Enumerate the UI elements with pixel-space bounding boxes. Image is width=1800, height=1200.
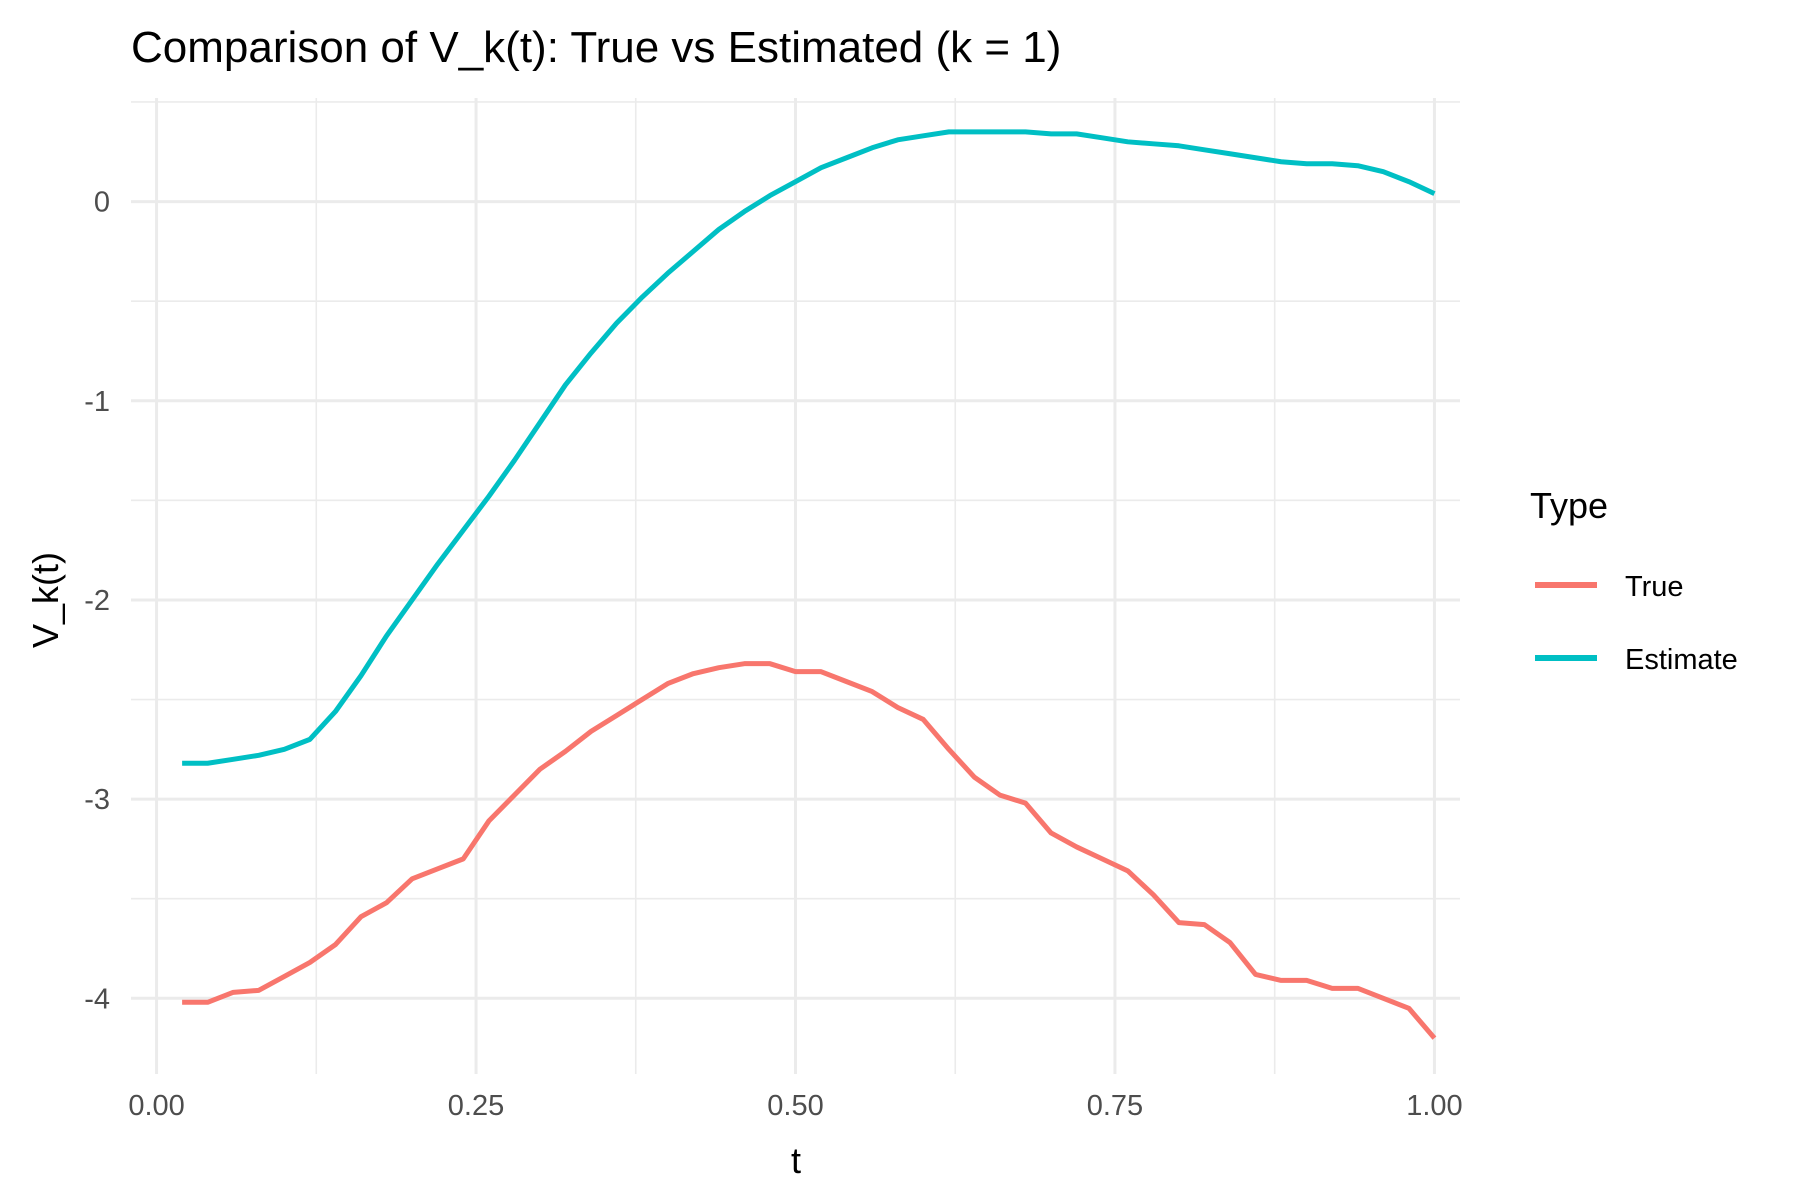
y-axis-label: V_k(t) — [25, 552, 66, 648]
legend: Type True Estimate — [1530, 485, 1738, 676]
legend-label-true: True — [1625, 571, 1684, 603]
x-tick-label: 1.00 — [1406, 1090, 1462, 1122]
x-tick-label: 0.50 — [767, 1090, 823, 1122]
x-tick-label: 0.00 — [128, 1090, 184, 1122]
y-tick-labels: -4 -3 -2 -1 0 — [84, 187, 110, 1016]
y-tick-label: -3 — [84, 784, 110, 816]
x-axis-label: t — [791, 1140, 801, 1181]
major-gridlines — [131, 98, 1460, 1074]
series-line-true — [182, 661, 1437, 1040]
legend-title: Type — [1530, 485, 1608, 526]
chart-title: Comparison of V_k(t): True vs Estimated … — [131, 23, 1061, 72]
x-tick-label: 0.75 — [1087, 1090, 1143, 1122]
y-tick-label: -1 — [84, 386, 110, 418]
y-tick-label: -2 — [84, 585, 110, 617]
x-tick-labels: 0.00 0.25 0.50 0.75 1.00 — [128, 1090, 1462, 1122]
series-line-estimate — [182, 129, 1436, 766]
x-tick-label: 0.25 — [448, 1090, 504, 1122]
series-layer — [182, 129, 1437, 1040]
y-tick-label: -4 — [84, 983, 110, 1015]
legend-label-estimate: Estimate — [1625, 644, 1738, 676]
y-tick-label: 0 — [94, 187, 110, 219]
